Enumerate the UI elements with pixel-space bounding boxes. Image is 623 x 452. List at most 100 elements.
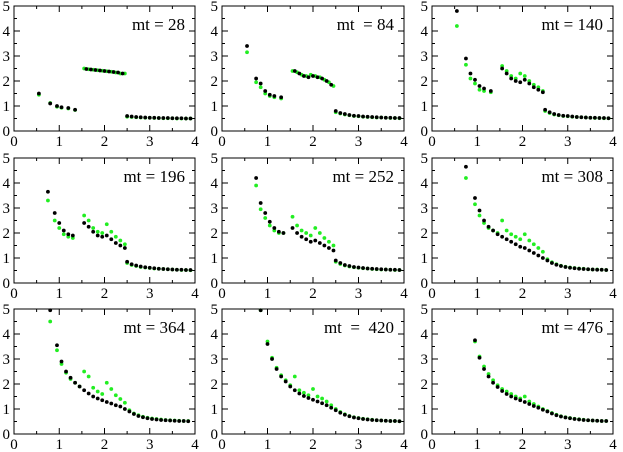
data-point-black: [313, 238, 318, 243]
x-tick-label: 4: [609, 134, 617, 150]
data-point-black: [597, 116, 602, 120]
data-point-black: [397, 116, 402, 120]
data-point-black: [572, 417, 577, 421]
data-point-black: [267, 92, 272, 97]
panel-7: 0 1 2 3 4 0 1 2 3 4 5 mt = 364: [3, 302, 200, 452]
data-point-black: [141, 415, 145, 420]
data-point-green: [57, 226, 62, 230]
panel-title: mt = 252: [332, 167, 394, 186]
data-point-black: [561, 113, 566, 118]
data-point-black: [527, 81, 532, 86]
x-tick-label: 2: [101, 437, 109, 452]
data-point-black: [577, 417, 581, 422]
y-tick-label: 4: [421, 176, 429, 192]
data-point-black: [531, 404, 536, 408]
y-tick-label: 1: [421, 99, 429, 115]
data-point-black: [100, 234, 105, 239]
data-point-black: [154, 417, 159, 422]
data-point-black: [568, 265, 572, 270]
data-point-black: [536, 87, 541, 92]
data-point-black: [129, 114, 134, 119]
data-point-black: [36, 91, 41, 96]
data-point-black: [602, 116, 606, 120]
data-point-black: [379, 115, 384, 120]
data-point-green: [504, 228, 509, 233]
y-tick-label: 3: [211, 49, 219, 65]
data-point-black: [518, 398, 523, 403]
data-point-green: [113, 393, 118, 398]
data-point-black: [184, 116, 188, 121]
data-point-black: [540, 256, 545, 260]
data-point-black: [554, 413, 559, 418]
data-point-black: [170, 267, 175, 272]
data-point-black: [168, 418, 173, 423]
data-point-black: [152, 115, 157, 120]
data-point-black: [513, 79, 518, 83]
data-point-black: [95, 396, 100, 401]
data-point-black: [374, 115, 379, 120]
data-point-black: [127, 409, 132, 414]
data-point-black: [370, 115, 375, 119]
data-point-black: [98, 68, 102, 73]
data-point-green: [477, 87, 482, 92]
panel-title: mt = 364: [123, 318, 185, 337]
data-point-black: [52, 211, 57, 215]
data-point-black: [175, 116, 179, 121]
data-point-black: [527, 248, 532, 253]
data-point-black: [333, 109, 338, 113]
data-point-black: [365, 266, 370, 271]
data-point-black: [482, 218, 486, 223]
data-point-black: [156, 266, 161, 271]
data-point-black: [122, 246, 127, 250]
data-point-black: [170, 116, 175, 121]
data-point-green: [464, 62, 468, 67]
data-point-black: [48, 308, 53, 313]
data-point-black: [518, 80, 523, 85]
x-tick-label: 1: [56, 286, 64, 302]
y-tick-label: 0: [211, 276, 219, 292]
data-point-green: [477, 213, 482, 218]
data-point-green: [304, 231, 309, 235]
x-tick-label: 2: [101, 286, 109, 302]
data-point-black: [329, 405, 334, 410]
x-tick-label: 1: [264, 286, 272, 302]
data-point-black: [297, 71, 302, 76]
data-point-black: [276, 229, 281, 234]
data-point-black: [64, 369, 68, 374]
data-point-black: [136, 414, 141, 418]
x-tick-label: 0: [218, 286, 226, 302]
data-point-black: [327, 246, 331, 250]
x-tick-label: 1: [474, 286, 482, 302]
y-tick-label: 3: [3, 352, 11, 368]
data-point-black: [116, 70, 120, 75]
y-tick-label: 5: [421, 302, 429, 318]
data-point-black: [352, 113, 356, 118]
data-point-black: [388, 267, 393, 272]
data-point-black: [113, 403, 118, 408]
x-tick-label: 3: [146, 286, 154, 302]
data-point-black: [342, 112, 347, 116]
data-point-black: [513, 396, 518, 401]
x-tick-label: 4: [191, 286, 199, 302]
data-point-black: [338, 261, 343, 265]
data-point-black: [91, 229, 96, 234]
data-point-black: [379, 267, 384, 272]
data-point-black: [454, 9, 459, 13]
data-point-black: [73, 107, 77, 112]
data-point-green: [317, 231, 322, 235]
y-tick-label: 1: [211, 402, 219, 418]
data-point-black: [274, 367, 279, 371]
data-point-black: [175, 267, 179, 272]
data-point-green: [82, 213, 87, 218]
x-tick-label: 4: [609, 437, 617, 452]
data-point-green: [104, 380, 109, 385]
data-point-black: [272, 94, 277, 98]
x-tick-label: 1: [56, 134, 64, 150]
data-point-black: [288, 384, 293, 389]
data-point-black: [55, 343, 59, 348]
data-point-black: [531, 85, 536, 90]
data-point-black: [356, 114, 361, 118]
data-point-black: [595, 418, 600, 423]
data-point-black: [184, 268, 188, 272]
data-point-black: [388, 115, 393, 120]
